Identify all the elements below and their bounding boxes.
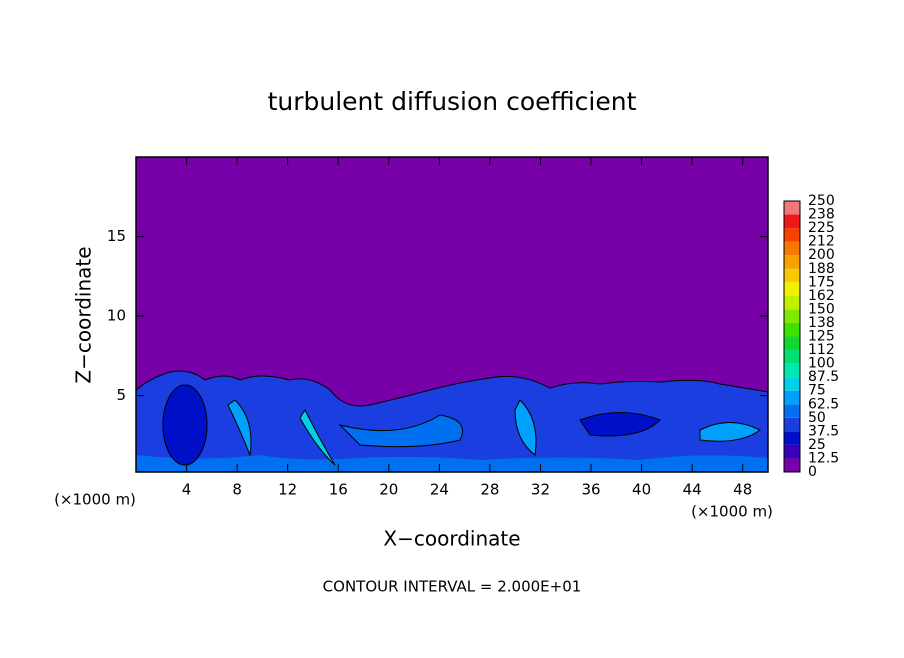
field-region	[579, 412, 661, 437]
x-tick-label: 24	[430, 481, 449, 499]
field-region	[136, 455, 768, 472]
colorbar-bin	[784, 390, 800, 405]
colorbar-label: 188	[808, 261, 835, 277]
colorbar-label: 150	[808, 301, 835, 317]
colorbar-label: 62.5	[808, 396, 839, 412]
x-tick-label: 4	[182, 481, 192, 499]
colorbar-label: 87.5	[808, 369, 839, 385]
colorbar-label: 125	[808, 329, 835, 345]
colorbar-label: 200	[808, 247, 835, 263]
colorbar-label: 175	[808, 274, 835, 290]
y-tick-label: 5	[116, 386, 126, 404]
field-region	[162, 384, 208, 466]
x-axis-label: X−coordinate	[383, 527, 520, 551]
colorbar-bin	[784, 282, 800, 296]
field-region	[514, 399, 537, 456]
x-tick-label: 40	[632, 481, 651, 499]
colorbar-bin	[784, 268, 800, 283]
x-tick-label: 8	[232, 481, 242, 499]
colorbar-label: 212	[808, 234, 835, 250]
x-tick-label: 16	[329, 481, 348, 499]
colorbar-label: 50	[808, 410, 826, 426]
colorbar-label: 25	[808, 437, 826, 453]
x-tick-label: 28	[480, 481, 499, 499]
y-tick-label: 10	[107, 307, 126, 325]
colorbar-label: 100	[808, 356, 835, 372]
colorbar-label: 12.5	[808, 450, 839, 466]
colorbar-bin	[784, 228, 800, 242]
annotation: CONTOUR INTERVAL = 2.000E+01	[323, 578, 582, 596]
colorbar-label: 162	[808, 288, 835, 304]
colorbar-bin	[784, 444, 800, 459]
y-axis-label: Z−coordinate	[72, 246, 96, 383]
field-region	[227, 399, 252, 457]
x-unit-label: (×1000 m)	[691, 503, 773, 521]
field	[135, 156, 769, 473]
x-unit-label: (×1000 m)	[54, 491, 136, 509]
colorbar-label: 37.5	[808, 423, 839, 439]
x-tick-label: 48	[733, 481, 752, 499]
colorbar-bin	[784, 363, 800, 378]
colorbar-bin	[784, 350, 800, 364]
colorbar-label: 250	[808, 193, 835, 209]
colorbar-bin	[784, 295, 800, 310]
colorbar-label: 225	[808, 220, 835, 236]
colorbar-bin	[784, 336, 800, 351]
colorbar-label: 112	[808, 342, 835, 358]
colorbar-bin	[784, 458, 800, 472]
x-tick-label: 36	[581, 481, 600, 499]
field-region	[299, 408, 336, 466]
colorbar-bin	[784, 309, 800, 323]
field-region	[699, 422, 761, 442]
colorbar-label: 75	[808, 383, 826, 399]
x-tick-label: 32	[531, 481, 550, 499]
x-tick-label: 20	[379, 481, 398, 499]
colorbar-frame	[783, 200, 801, 473]
colorbar-bin	[784, 241, 800, 256]
colorbar-bin	[784, 417, 800, 432]
colorbar-bin	[784, 431, 800, 445]
colorbar-bin	[784, 201, 800, 215]
y-tick-label: 15	[107, 227, 126, 245]
colorbar-bin	[784, 404, 800, 418]
field-region	[338, 414, 463, 448]
colorbar-label: 238	[808, 207, 835, 223]
x-tick-label: 12	[278, 481, 297, 499]
colorbar-bin	[784, 377, 800, 391]
chart-title: turbulent diffusion coefficient	[268, 87, 637, 116]
colorbar-label: 138	[808, 315, 835, 331]
colorbar-label: 0	[808, 464, 817, 480]
x-tick-label: 44	[683, 481, 702, 499]
plot-frame	[135, 156, 769, 473]
colorbar-bin	[784, 322, 800, 337]
colorbar-bin	[784, 255, 800, 269]
colorbar-bin	[784, 214, 800, 229]
